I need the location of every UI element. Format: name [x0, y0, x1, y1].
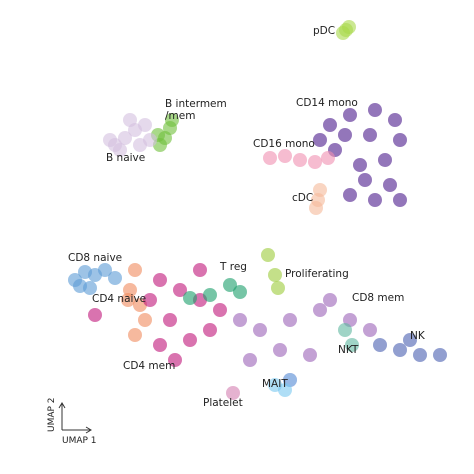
cluster-label: NKT	[338, 344, 359, 356]
point	[323, 118, 337, 132]
point	[393, 343, 407, 357]
point	[283, 313, 297, 327]
point	[313, 303, 327, 317]
point	[323, 293, 337, 307]
point	[393, 193, 407, 207]
point	[123, 113, 137, 127]
cluster-label: CD8 naive	[68, 252, 123, 264]
point	[138, 313, 152, 327]
cluster-label: Platelet	[203, 397, 243, 409]
cluster-label: cDC	[292, 192, 314, 204]
point	[98, 263, 112, 277]
point	[233, 285, 247, 299]
point	[121, 293, 135, 307]
point	[165, 113, 179, 127]
point	[183, 291, 197, 305]
point	[193, 263, 207, 277]
point	[273, 343, 287, 357]
y-axis-label: UMAP 2	[47, 397, 57, 432]
point	[363, 128, 377, 142]
point	[413, 348, 427, 362]
cluster-label: MAIT	[262, 378, 288, 390]
point	[243, 353, 257, 367]
point	[403, 333, 417, 347]
points	[68, 20, 447, 400]
point	[433, 348, 447, 362]
point	[183, 333, 197, 347]
point	[128, 328, 142, 342]
cluster-label: B naive	[106, 152, 146, 164]
x-axis-label: UMAP 1	[62, 436, 97, 446]
cluster-label: CD14 mono	[296, 97, 358, 109]
point	[358, 173, 372, 187]
cluster-label: T reg	[220, 261, 247, 273]
point	[368, 103, 382, 117]
point	[203, 323, 217, 337]
cluster-label: CD8 mem	[352, 292, 405, 304]
point	[168, 353, 182, 367]
point	[233, 313, 247, 327]
point	[343, 188, 357, 202]
point	[113, 143, 127, 157]
point	[293, 153, 307, 167]
point	[338, 128, 352, 142]
point	[283, 373, 297, 387]
point	[108, 271, 122, 285]
point	[261, 248, 275, 262]
point	[173, 283, 187, 297]
point	[393, 133, 407, 147]
point	[343, 108, 357, 122]
point	[253, 323, 267, 337]
point	[153, 273, 167, 287]
point	[143, 293, 157, 307]
cluster-label: B intermem /mem	[165, 98, 227, 122]
y-arrow-head	[58, 402, 66, 409]
point	[223, 278, 237, 292]
x-arrow-head	[85, 426, 92, 434]
point	[363, 323, 377, 337]
cluster-label: CD4 naive	[92, 293, 147, 305]
point	[203, 288, 217, 302]
point	[309, 201, 323, 215]
point	[278, 149, 292, 163]
cluster-label: CD16 mono	[253, 138, 315, 150]
point	[373, 338, 387, 352]
point	[103, 133, 117, 147]
point	[342, 20, 356, 34]
point	[263, 151, 277, 165]
point	[226, 386, 240, 400]
point	[383, 178, 397, 192]
point	[128, 263, 142, 277]
cluster-label: CD4 mem	[123, 360, 176, 372]
point	[321, 151, 335, 165]
point	[213, 303, 227, 317]
point	[271, 281, 285, 295]
cluster-label: NK	[410, 330, 425, 342]
point	[133, 138, 147, 152]
cluster-label: pDC	[313, 25, 336, 37]
point	[73, 279, 87, 293]
point	[388, 113, 402, 127]
point	[313, 133, 327, 147]
point	[138, 118, 152, 132]
point	[338, 323, 352, 337]
point	[345, 338, 359, 352]
point	[118, 131, 132, 145]
point	[353, 158, 367, 172]
point	[368, 193, 382, 207]
point	[163, 313, 177, 327]
point	[303, 348, 317, 362]
axis-arrows	[58, 402, 92, 434]
point	[153, 338, 167, 352]
point	[268, 268, 282, 282]
point	[88, 308, 102, 322]
point	[308, 155, 322, 169]
point	[378, 153, 392, 167]
cluster-label: Proliferating	[285, 268, 349, 280]
